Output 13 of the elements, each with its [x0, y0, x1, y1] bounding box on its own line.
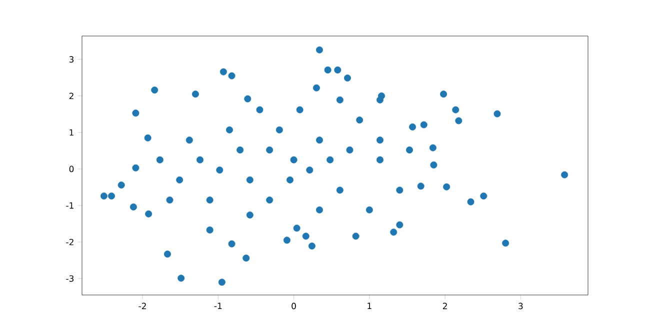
y-tick-label: 3: [69, 56, 74, 63]
x-tick-label: 1: [368, 302, 372, 309]
x-tick-label: -1: [214, 302, 222, 309]
x-tick-label: -2: [138, 302, 146, 310]
x-tick-label: 2: [442, 302, 447, 310]
y-tick-label: 0: [69, 166, 74, 172]
y-tick-label: 2: [69, 92, 74, 100]
y-tick-label: -1: [66, 202, 74, 209]
y-tick-label: 1: [70, 129, 74, 136]
y-tick-label: -2: [66, 238, 74, 246]
y-tick-label: -3: [66, 275, 74, 282]
x-tick-label: 3: [518, 302, 523, 310]
x-tick-label: 0: [292, 302, 296, 310]
